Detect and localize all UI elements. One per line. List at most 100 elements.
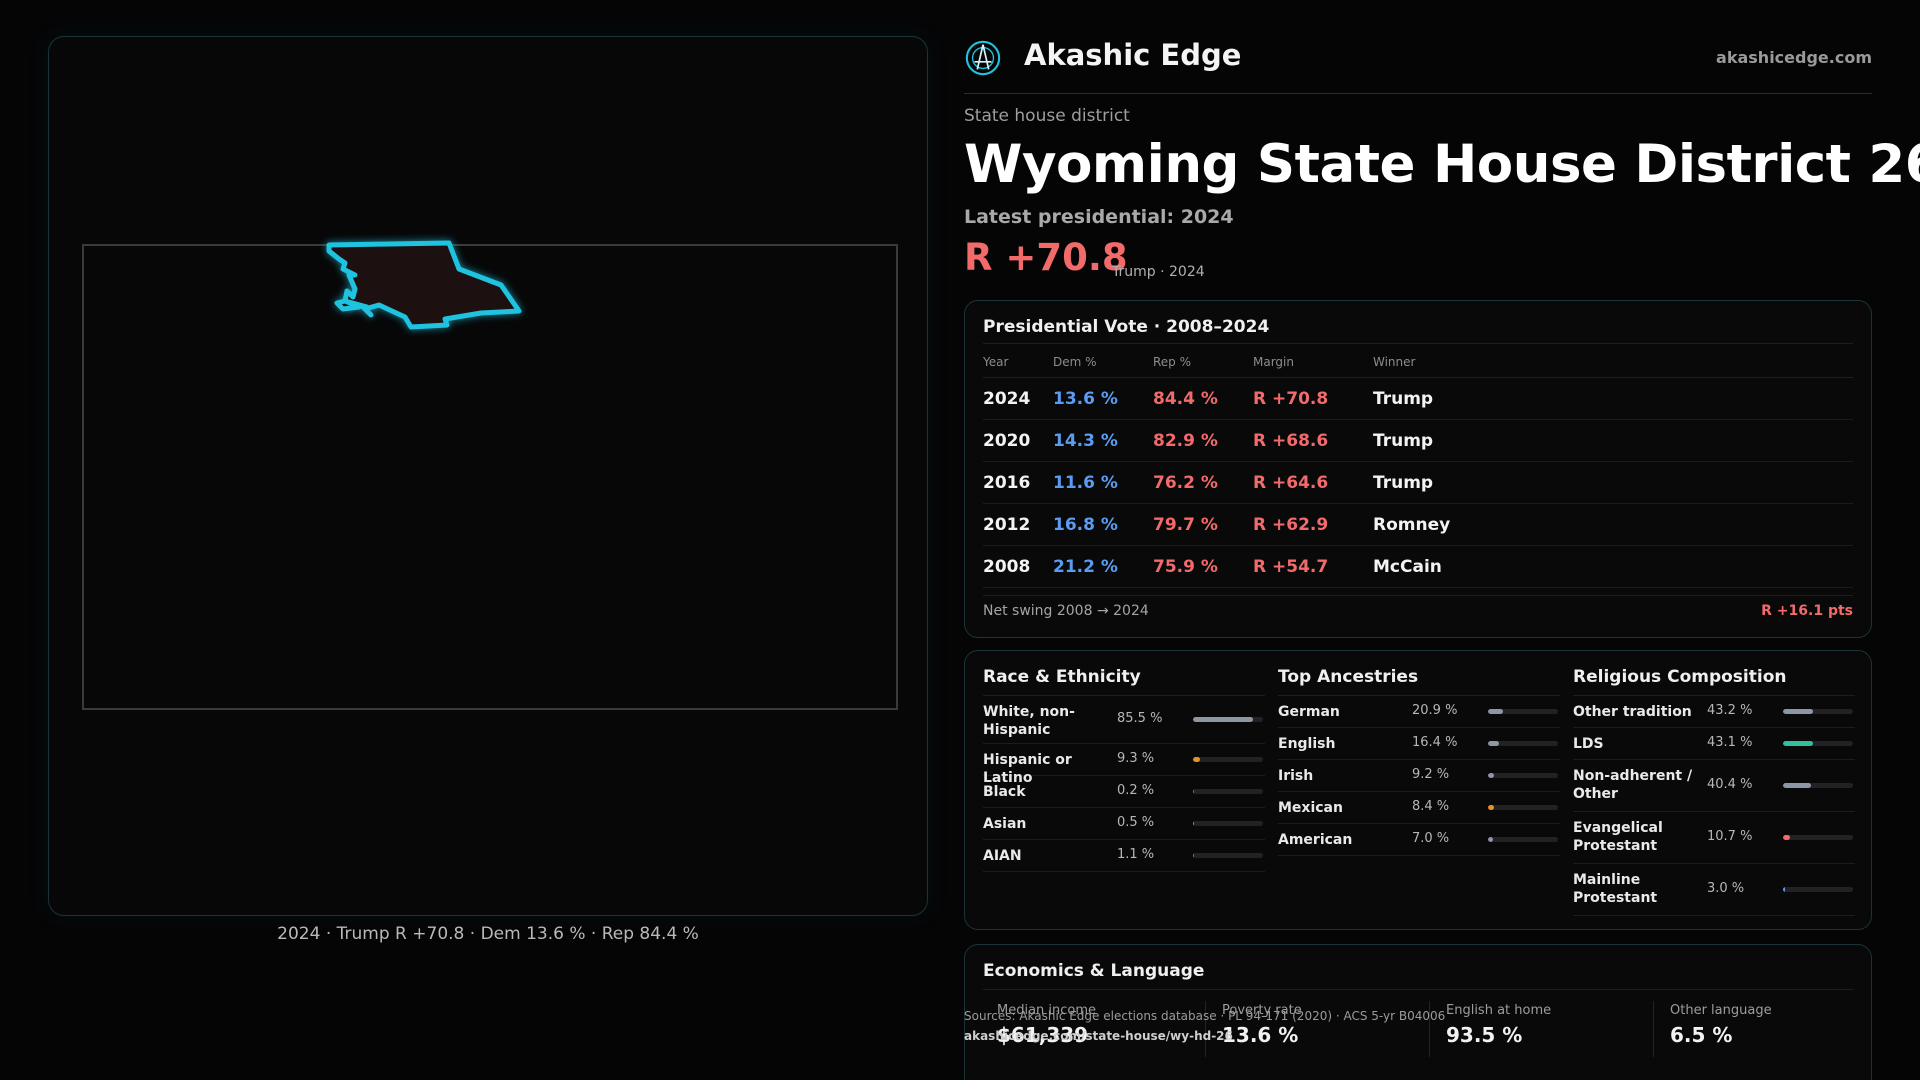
detail-panel: Akashic Edge akashicedge.com State house…: [964, 36, 1920, 1080]
stat-poverty-rate: Poverty rate 13.6 %: [1205, 1001, 1425, 1057]
religion-bar: [1783, 741, 1853, 746]
stat-label: Median income: [997, 1003, 1097, 1018]
row-year: 2008: [983, 557, 1031, 577]
source-footer: Sources: Akashic Edge elections database…: [964, 1006, 1445, 1046]
race-row: White, non-Hispanic 85.5 %: [983, 696, 1265, 744]
race-value: 1.1 %: [1117, 847, 1155, 862]
stat-value: 13.6 %: [1222, 1023, 1299, 1047]
divider: [983, 989, 1853, 990]
stat-value: 93.5 %: [1446, 1023, 1523, 1047]
divider: [983, 595, 1853, 596]
row-year: 2020: [983, 431, 1031, 451]
economics-card: Economics & Language Median income $61,3…: [964, 944, 1872, 1080]
religion-label: Non-adherent / Other: [1573, 768, 1693, 802]
row-winner: Trump: [1373, 389, 1434, 409]
stat-value: 6.5 %: [1670, 1023, 1733, 1047]
brand-name[interactable]: Akashic Edge: [1024, 38, 1242, 72]
race-bar-fill: [1193, 853, 1195, 858]
race-label: Hispanic or Latino: [983, 752, 1072, 786]
ancestry-row: English 16.4 %: [1278, 728, 1560, 760]
row-margin: R +62.9: [1253, 515, 1329, 535]
religion-row: Mainline Protestant 3.0 %: [1573, 864, 1855, 916]
source-url-link[interactable]: akashicedge.com/state-house/wy-hd-26: [964, 1029, 1233, 1043]
table-row: 2008 21.2 % 75.9 % R +54.7 McCain: [983, 546, 1853, 588]
brand-url-link[interactable]: akashicedge.com: [1716, 48, 1872, 67]
stat-label: Other language: [1670, 1003, 1772, 1018]
presidential-vote-title: Presidential Vote · 2008–2024: [983, 317, 1270, 337]
district-map[interactable]: [49, 37, 929, 917]
row-margin: R +54.7: [1253, 557, 1329, 577]
compass-icon[interactable]: [964, 39, 1002, 77]
race-title: Race & Ethnicity: [983, 667, 1141, 687]
district-shape[interactable]: [326, 240, 522, 330]
net-swing-label: Net swing 2008 → 2024: [983, 603, 1149, 619]
row-dem: 13.6 %: [1053, 389, 1118, 409]
map-panel[interactable]: [48, 36, 928, 916]
ancestry-bar-fill: [1488, 709, 1503, 714]
divider: [983, 695, 1265, 696]
divider: [1573, 695, 1855, 696]
row-winner: McCain: [1373, 557, 1442, 577]
col-header-year: Year: [983, 355, 1009, 369]
brand-header: Akashic Edge akashicedge.com: [964, 36, 1872, 94]
row-year: 2024: [983, 389, 1031, 409]
race-row: Asian 0.5 %: [983, 808, 1265, 840]
stat-value: $61,339: [997, 1023, 1089, 1047]
religion-bar: [1783, 783, 1853, 788]
stat-english-at-home: English at home 93.5 %: [1429, 1001, 1649, 1057]
presidential-vote-card: Presidential Vote · 2008–2024 Year Dem %…: [964, 300, 1872, 638]
stat-label: Poverty rate: [1222, 1003, 1302, 1018]
row-year: 2012: [983, 515, 1031, 535]
stat-median-income: Median income $61,339: [981, 1001, 1201, 1057]
ancestry-value: 16.4 %: [1412, 735, 1458, 750]
race-row: Hispanic or Latino 9.3 %: [983, 744, 1265, 786]
row-margin: R +70.8: [1253, 389, 1329, 409]
religion-title: Religious Composition: [1573, 667, 1787, 687]
row-rep: 84.4 %: [1153, 389, 1218, 409]
ancestry-bar: [1488, 741, 1558, 746]
race-label: White, non-Hispanic: [983, 704, 1075, 738]
row-rep: 76.2 %: [1153, 473, 1218, 493]
religion-bar-fill: [1783, 887, 1786, 892]
row-winner: Trump: [1373, 473, 1434, 493]
religion-label: LDS: [1573, 736, 1604, 752]
ancestry-bar: [1488, 709, 1558, 714]
religion-bar-fill: [1783, 783, 1812, 788]
col-header-margin: Margin: [1253, 355, 1294, 369]
row-winner: Trump: [1373, 431, 1434, 451]
race-bar: [1193, 789, 1263, 794]
race-bar-fill: [1193, 821, 1195, 826]
page-kicker: State house district: [964, 106, 1130, 126]
race-value: 0.2 %: [1117, 783, 1155, 798]
religion-bar: [1783, 835, 1853, 840]
race-value: 9.3 %: [1117, 751, 1155, 766]
religion-row: Other tradition 43.2 %: [1573, 696, 1855, 728]
religion-bar-fill: [1783, 741, 1814, 746]
race-label: AIAN: [983, 848, 1022, 864]
race-label: Black: [983, 784, 1026, 800]
col-header-rep: Rep %: [1153, 355, 1192, 369]
race-label: Asian: [983, 816, 1027, 832]
race-bar: [1193, 853, 1263, 858]
ancestry-bar-fill: [1488, 805, 1494, 810]
ancestry-value: 20.9 %: [1412, 703, 1458, 718]
stat-other-language: Other language 6.5 %: [1653, 1001, 1873, 1057]
stat-label: English at home: [1446, 1003, 1552, 1018]
religion-bar-fill: [1783, 835, 1791, 840]
ancestry-label: Mexican: [1278, 800, 1343, 816]
row-rep: 75.9 %: [1153, 557, 1218, 577]
religion-label: Other tradition: [1573, 704, 1692, 720]
divider: [983, 377, 1853, 378]
race-row: Black 0.2 %: [983, 776, 1265, 808]
divider: [983, 343, 1853, 344]
row-margin: R +68.6: [1253, 431, 1329, 451]
religion-label: Evangelical Protestant: [1573, 820, 1663, 854]
race-bar-fill: [1193, 757, 1200, 762]
source-text: Sources: Akashic Edge elections database…: [964, 1009, 1446, 1023]
ancestry-title: Top Ancestries: [1278, 667, 1419, 687]
ancestry-label: Irish: [1278, 768, 1314, 784]
ancestry-bar-fill: [1488, 741, 1500, 746]
religion-bar-fill: [1783, 709, 1814, 714]
row-rep: 82.9 %: [1153, 431, 1218, 451]
religion-bar: [1783, 887, 1853, 892]
